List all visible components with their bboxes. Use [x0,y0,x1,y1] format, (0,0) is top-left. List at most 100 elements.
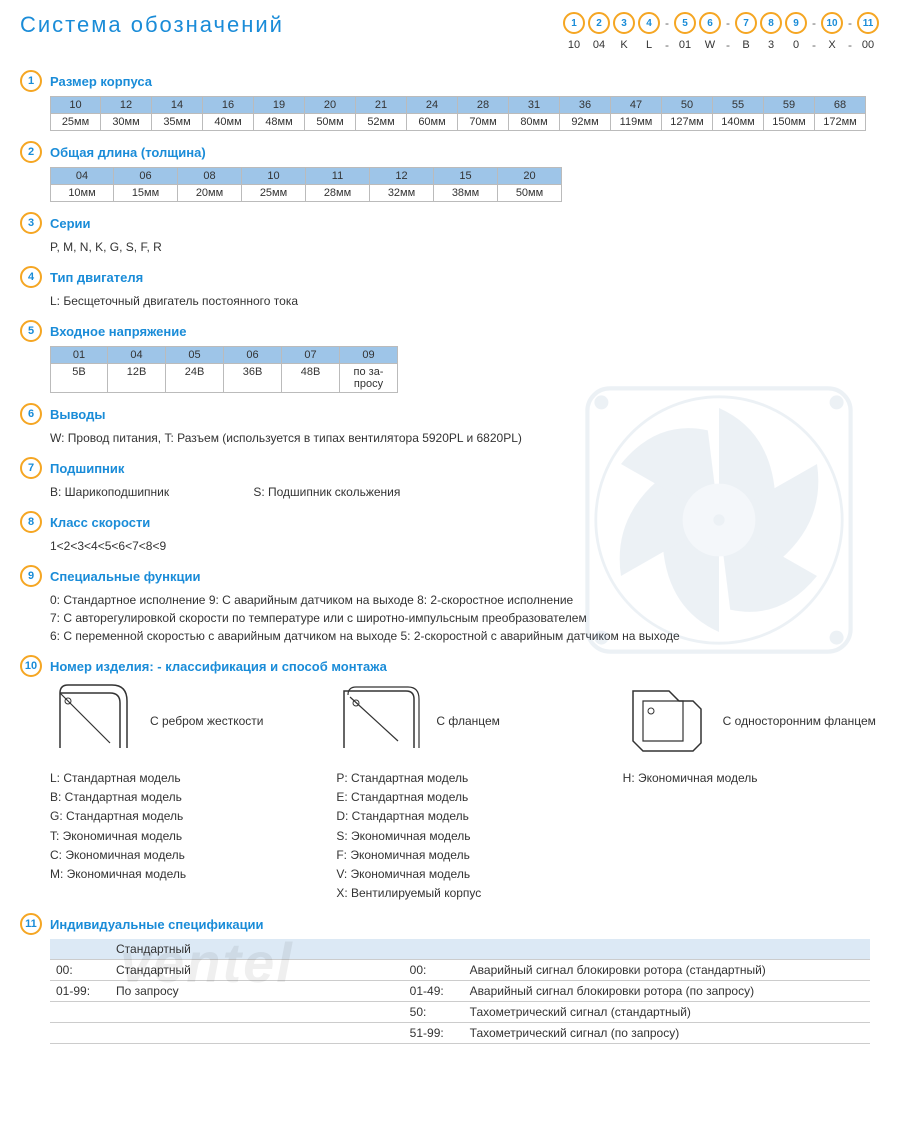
code-value-10: X [821,39,843,51]
code-circle-2: 2 [588,12,610,34]
model-line: X: Вентилируемый корпус [336,884,592,903]
section-2: 2 Общая длина (толщина) 0410мм0615мм0820… [20,141,879,202]
badge-4: 4 [20,266,42,288]
code-value-11: 00 [857,39,879,51]
table-cell: 2152мм [356,96,407,131]
table-cell: 2870мм [458,96,509,131]
bearing-s: S: Подшипник скольжения [253,485,400,499]
code-circle-5: 5 [674,12,696,34]
model-line: E: Стандартная модель [336,788,592,807]
section-7: 7 Подшипник B: Шарикоподшипник S: Подшип… [20,457,879,501]
section-1: 1 Размер корпуса 1025мм1230мм1435мм1640м… [20,70,879,131]
badge-8: 8 [20,511,42,533]
code-value-3: K [613,39,635,51]
mount-rib-icon [50,683,140,759]
badge-3: 3 [20,212,42,234]
model-line: M: Экономичная модель [50,865,306,884]
table-cell: 015В [50,346,108,393]
table-cell: 09по за-просу [340,346,398,393]
mount-flange-label: С фланцем [436,714,500,728]
badge-10: 10 [20,655,42,677]
table-cell: 0615мм [114,167,178,202]
table-cell: 0410мм [50,167,114,202]
code-circle-6: 6 [699,12,721,34]
section-5-title: Входное напряжение [50,324,186,339]
badge-9: 9 [20,565,42,587]
code-value-7: B [735,39,757,51]
spec-row: 01-99:По запросу01-49:Аварийный сигнал б… [50,981,870,1002]
code-value-4: L [638,39,660,51]
model-line: G: Стандартная модель [50,807,306,826]
header-row: Система обозначений 1234-56-789-10-11 10… [20,12,879,52]
section-6-text: W: Провод питания, T: Разъем (использует… [50,429,879,447]
section-7-text: B: Шарикоподшипник S: Подшипник скольжен… [50,483,879,501]
model-line: B: Стандартная модель [50,788,306,807]
section-6: 6 Выводы W: Провод питания, T: Разъем (и… [20,403,879,447]
section-2-title: Общая длина (толщина) [50,145,206,160]
code-circle-7: 7 [735,12,757,34]
model-col-3: H: Экономичная модель [623,769,879,903]
model-line: F: Экономичная модель [336,846,592,865]
section-8: 8 Класс скорости 1<2<3<4<5<6<7<8<9 [20,511,879,555]
section-3: 3 Серии P, M, N, K, G, S, F, R [20,212,879,256]
model-col-1: L: Стандартная модельB: Стандартная моде… [50,769,306,903]
table-cell: 0524В [166,346,224,393]
code-circle-3: 3 [613,12,635,34]
section-10-title: Номер изделия: - классификация и способ … [50,659,387,674]
model-columns: L: Стандартная модельB: Стандартная моде… [50,769,879,903]
section-10: 10 Номер изделия: - классификация и спос… [20,655,879,903]
mount-single-flange-label: С односторонним фланцем [723,714,876,728]
section-9-title: Специальные функции [50,569,201,584]
model-line: H: Экономичная модель [623,769,879,788]
table-cell: 3180мм [509,96,560,131]
badge-5: 5 [20,320,42,342]
table-cell: 2460мм [407,96,458,131]
code-value-8: 3 [760,39,782,51]
table-cell: 68172мм [815,96,866,131]
code-circle-8: 8 [760,12,782,34]
table-frame-size: 1025мм1230мм1435мм1640мм1948мм2050мм2152… [50,96,879,131]
mount-illustrations: С ребром жесткости С фланцем [50,681,879,761]
mount-single-flange-icon [623,683,713,759]
section-8-title: Класс скорости [50,515,150,530]
bearing-b: B: Шарикоподшипник [50,483,250,501]
table-cell: 59150мм [764,96,815,131]
table-cell: 3692мм [560,96,611,131]
badge-11: 11 [20,913,42,935]
table-voltage: 015В0412В0524В0636В0748В09по за-просу [50,346,879,393]
code-circle-11: 11 [857,12,879,34]
badge-7: 7 [20,457,42,479]
table-cell: 55140мм [713,96,764,131]
badge-2: 2 [20,141,42,163]
model-line: T: Экономичная модель [50,827,306,846]
table-cell: 50127мм [662,96,713,131]
code-value-2: 04 [588,39,610,51]
badge-1: 1 [20,70,42,92]
code-legend: 1234-56-789-10-11 1004KL-01W-B30-X-00 [563,12,879,52]
table-cell: 0412В [108,346,166,393]
s9-line3: 6: С переменной скоростью с аварийным да… [50,627,879,645]
table-cell: 1025мм [50,96,101,131]
spec-table: Стандартный 00:Стандартный00:Аварийный с… [50,939,870,1044]
section-1-title: Размер корпуса [50,74,152,89]
section-9-text: 0: Стандартное исполнение 9: С аварийным… [50,591,879,645]
code-value-9: 0 [785,39,807,51]
table-cell: 1232мм [370,167,434,202]
model-line: L: Стандартная модель [50,769,306,788]
mount-rib-label: С ребром жесткости [150,714,263,728]
section-4: 4 Тип двигателя L: Бесщеточный двигатель… [20,266,879,310]
table-cell: 1435мм [152,96,203,131]
section-9: 9 Специальные функции 0: Стандартное исп… [20,565,879,645]
table-cell: 47119мм [611,96,662,131]
table-cell: 1025мм [242,167,306,202]
spec-row: 50:Тахометрический сигнал (стандартный) [50,1002,870,1023]
section-3-text: P, M, N, K, G, S, F, R [50,238,879,256]
section-8-text: 1<2<3<4<5<6<7<8<9 [50,537,879,555]
section-6-title: Выводы [50,407,105,422]
spec-row: 51-99:Тахометрический сигнал (по запросу… [50,1023,870,1044]
section-11: 11 Индивидуальные спецификации Стандартн… [20,913,879,1044]
badge-6: 6 [20,403,42,425]
section-5: 5 Входное напряжение 015В0412В0524В0636В… [20,320,879,393]
spec-row: 00:Стандартный00:Аварийный сигнал блокир… [50,960,870,981]
spec-header-row: Стандартный [50,939,870,960]
